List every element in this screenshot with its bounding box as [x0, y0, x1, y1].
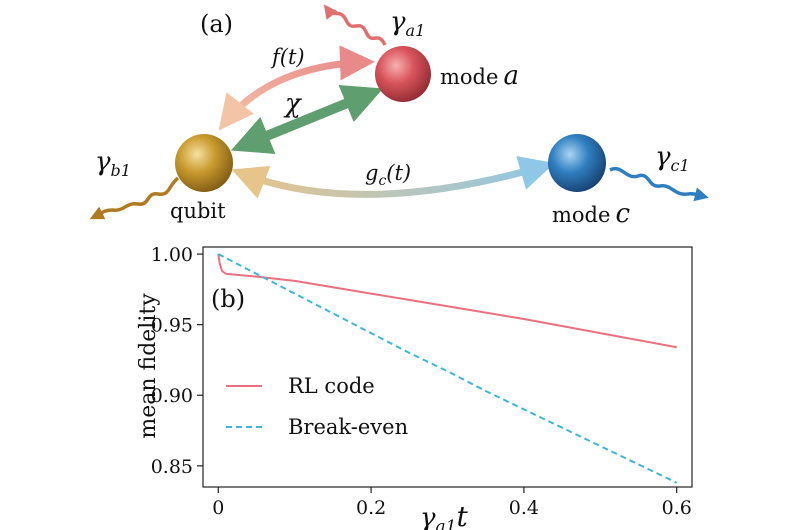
y-tick-label: 0.95 — [151, 315, 193, 337]
y-tick-label: 1.00 — [151, 244, 193, 266]
x-axis-ticks: 0 0.2 0.4 0.6 — [212, 487, 692, 519]
chi-arrow — [230, 85, 384, 154]
legend-label-breakeven: Break-even — [288, 415, 408, 439]
decay-wave-a-icon — [323, 4, 387, 46]
y-tick-label: 0.85 — [151, 456, 193, 478]
x-axis-label: γa1t — [420, 500, 469, 530]
decay-wave-c-icon — [609, 166, 709, 202]
qubit-sphere — [175, 134, 233, 192]
legend: RL code Break-even — [226, 374, 408, 439]
qubit-label: qubit — [170, 199, 226, 223]
drive-label: f(t) — [270, 45, 305, 69]
mode-c-label: mode c — [552, 199, 630, 229]
y-tick-label: 0.90 — [151, 385, 193, 407]
mode-c-sphere — [548, 134, 606, 192]
decay-wave-b-icon — [89, 176, 180, 220]
y-axis-ticks: 0.85 0.90 0.95 1.00 — [151, 244, 203, 478]
plot-frame — [202, 246, 693, 488]
gamma-a1-label: γa1 — [390, 7, 425, 40]
x-tick-label: 0.2 — [356, 497, 386, 519]
gamma-c1-label: γc1 — [655, 142, 690, 175]
x-tick-label: 0 — [212, 497, 224, 519]
mode-a-sphere — [375, 46, 431, 102]
panel-a-diagram: (a) f(t) χ gc(t) mode a qubit mode c γa1 — [89, 4, 709, 229]
conversion-arrow — [231, 156, 555, 199]
conversion-label: gc(t) — [365, 161, 411, 189]
x-tick-label: 0.4 — [509, 497, 539, 519]
chi-label: χ — [283, 89, 303, 119]
mode-a-label: mode a — [440, 61, 519, 91]
panel-a-label: (a) — [200, 10, 233, 38]
panel-b-chart: (b) 0 0.2 0.4 0.6 0.85 0.90 0.95 1.00 RL code … — [136, 244, 693, 530]
x-tick-label: 0.6 — [662, 497, 692, 519]
legend-label-rl: RL code — [288, 374, 375, 398]
panel-b-label: (b) — [211, 285, 245, 313]
series-line-break-even — [217, 253, 678, 484]
y-axis-label: mean fidelity — [136, 293, 161, 439]
series-line-rl-code — [217, 253, 677, 349]
gamma-b1-label: γb1 — [95, 147, 131, 180]
plot-lines — [217, 253, 678, 484]
